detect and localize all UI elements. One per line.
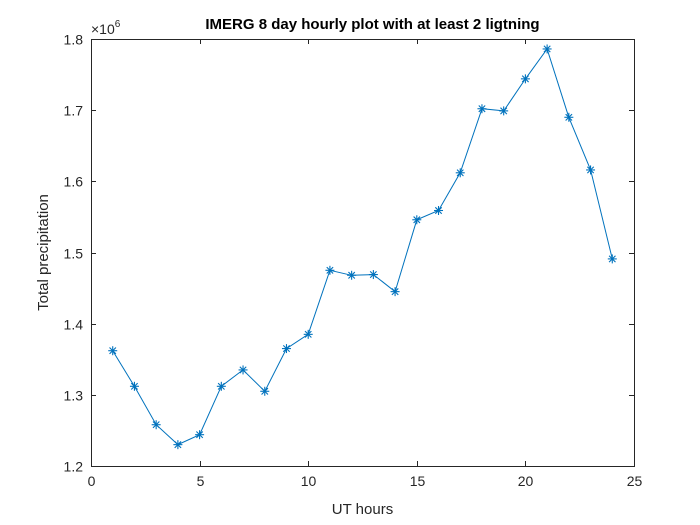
marker-stroke <box>174 441 182 449</box>
y-tick-label: 1.2 <box>64 459 84 475</box>
y-tick-label: 1.4 <box>64 317 84 333</box>
data-point-marker <box>129 381 139 391</box>
marker-stroke <box>217 382 225 390</box>
data-point-marker <box>542 44 552 54</box>
data-point-marker <box>347 270 357 280</box>
marker-stroke <box>196 431 204 439</box>
marker-stroke <box>239 366 247 374</box>
marker-stroke <box>348 271 356 279</box>
marker-stroke <box>282 344 291 353</box>
marker-stroke <box>304 330 312 338</box>
y-tick-label: 1.7 <box>64 103 84 119</box>
data-point-marker <box>499 106 509 116</box>
data-point-marker <box>238 365 248 375</box>
data-point-marker <box>390 287 400 297</box>
marker-stroke <box>109 347 117 355</box>
data-point-marker <box>368 270 378 280</box>
x-tick-label: 25 <box>627 473 643 489</box>
data-point-marker <box>195 430 205 440</box>
data-point-marker <box>455 168 465 178</box>
marker-stroke <box>434 206 443 215</box>
data-point-marker <box>325 265 335 275</box>
marker-stroke <box>369 270 377 279</box>
series-line <box>112 47 613 446</box>
x-tick-label: 20 <box>518 473 534 489</box>
marker-stroke <box>391 288 399 296</box>
y-axis-label: Total precipitation <box>35 194 52 311</box>
marker-stroke <box>521 75 529 83</box>
y-tick-label: 1.8 <box>64 32 84 48</box>
data-point-marker <box>564 112 574 122</box>
marker-stroke <box>608 255 616 263</box>
marker-stroke <box>478 105 486 113</box>
data-point-marker <box>281 344 291 354</box>
data-point-marker <box>108 346 118 356</box>
data-point-marker <box>216 381 226 391</box>
marker-stroke <box>586 166 595 174</box>
plot-area <box>91 39 634 466</box>
series-layer <box>108 44 617 450</box>
y-tick-label: 1.3 <box>64 388 84 404</box>
marker-stroke <box>130 382 139 390</box>
x-axis-label: UT hours <box>332 501 393 518</box>
data-point-marker <box>412 215 422 225</box>
marker-stroke <box>456 169 464 177</box>
marker-stroke <box>326 266 334 274</box>
data-point-marker <box>303 329 313 339</box>
marker-stroke <box>152 421 160 429</box>
marker-stroke <box>565 113 573 121</box>
data-point-marker <box>173 440 183 450</box>
y-axis-multiplier-exponent: 6 <box>115 19 121 30</box>
data-point-marker <box>607 254 617 264</box>
y-axis-multiplier-base: ×10 <box>91 21 115 37</box>
y-axis-multiplier: ×106 <box>91 19 121 37</box>
data-point-marker <box>151 420 161 430</box>
axes: 0 5 10 15 20 25 1.2 1.3 1.4 1.5 1.6 1.7 1.8 <box>64 32 643 490</box>
data-point-marker <box>520 74 530 84</box>
x-tick-label: 0 <box>88 473 96 489</box>
chart-title: IMERG 8 day hourly plot with at least 2 … <box>205 16 539 33</box>
y-tick-label: 1.5 <box>64 246 84 262</box>
marker-stroke <box>543 45 551 53</box>
marker-stroke <box>500 107 508 115</box>
x-tick-label: 10 <box>301 473 317 489</box>
marker-stroke <box>413 216 421 224</box>
x-tick-label: 15 <box>410 473 426 489</box>
data-point-marker <box>260 386 270 396</box>
marker-stroke <box>261 387 269 395</box>
data-point-marker <box>477 104 487 114</box>
x-tick-label: 5 <box>197 473 205 489</box>
data-point-marker <box>434 206 444 216</box>
text-layer: IMERG 8 day hourly plot with at least 2 … <box>35 16 540 518</box>
y-tick-label: 1.6 <box>64 174 84 190</box>
data-point-marker <box>586 165 596 175</box>
